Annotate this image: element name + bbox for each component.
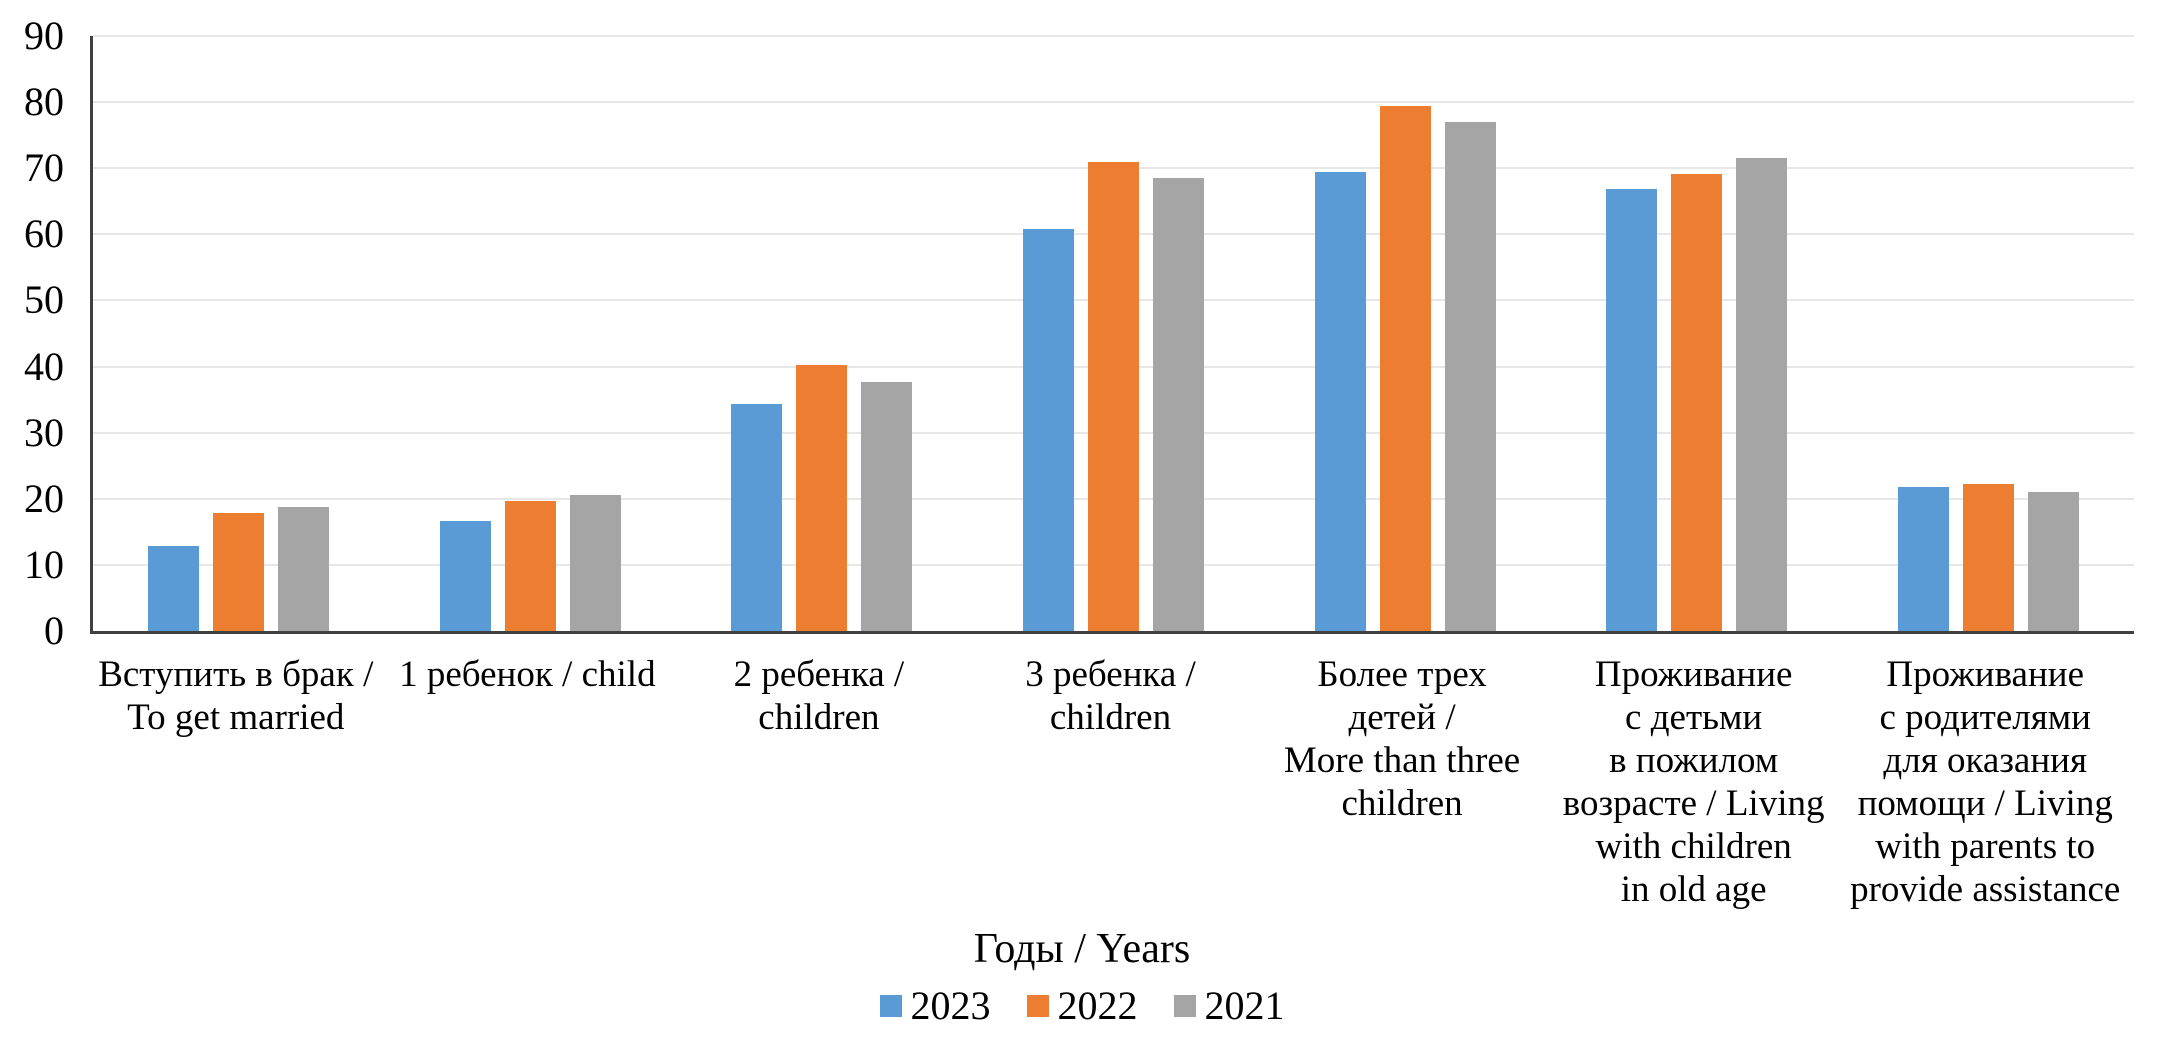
legend-swatch-icon — [1173, 994, 1196, 1017]
y-axis-tick-label: 90 — [24, 13, 64, 58]
bar-2023-group-1 — [148, 546, 200, 631]
bar-2021-group-5 — [1444, 121, 1496, 631]
bar-2022-group-5 — [1379, 106, 1431, 631]
bar-2022-group-6 — [1671, 173, 1723, 631]
bar-2023-group-5 — [1314, 171, 1366, 631]
bar-2023-group-3 — [731, 404, 783, 631]
x-axis-category-label: 3 ребенка / children — [1025, 654, 1196, 738]
bar-2022-group-2 — [504, 501, 556, 631]
bar-2021-group-4 — [1153, 178, 1204, 631]
gridline — [93, 101, 2134, 104]
x-axis-category-label: Проживание с детьми в пожилом возрасте /… — [1562, 654, 1825, 910]
legend-item-2021: 2021 — [1173, 982, 1285, 1029]
bar-2021-group-6 — [1736, 158, 1788, 631]
bar-2021-group-3 — [861, 382, 913, 631]
bar-2022-group-1 — [213, 513, 265, 631]
x-axis-category-label: Вступить в брак / To get married — [98, 654, 374, 738]
x-axis-category-label: 1 ребенок / child — [399, 654, 656, 695]
legend-item-label: 2021 — [1204, 983, 1285, 1028]
y-axis-tick-label: 50 — [24, 277, 64, 323]
plot-area — [90, 35, 2134, 634]
bar-2022-group-7 — [1962, 484, 2014, 631]
bar-2021-group-1 — [278, 507, 330, 631]
y-axis-tick-label: 60 — [24, 211, 64, 257]
y-axis-tick-label: 30 — [24, 409, 64, 455]
y-axis-tick-label: 20 — [24, 475, 64, 521]
y-axis-tick-label: 70 — [24, 145, 64, 191]
legend-item-label: 2022 — [1057, 983, 1138, 1028]
y-axis-tick-label: 80 — [24, 79, 64, 125]
bar-2021-group-7 — [2027, 491, 2079, 631]
legend-item-label: 2023 — [910, 983, 991, 1028]
bar-2023-group-2 — [439, 520, 491, 631]
bar-2023-group-6 — [1606, 189, 1658, 631]
x-axis-category-label: 2 ребенка / children — [733, 654, 905, 738]
bar-2022-group-4 — [1088, 161, 1139, 631]
gridline — [93, 35, 2134, 37]
legend-swatch-icon — [1026, 994, 1049, 1017]
x-axis-category-label: Проживание с родителями для оказания пом… — [1850, 654, 2121, 910]
legend-title: Годы / Years — [973, 926, 1191, 972]
bar-2021-group-2 — [569, 495, 621, 631]
bar-2022-group-3 — [796, 365, 848, 631]
y-axis-tick-label: 10 — [24, 541, 64, 587]
y-axis-tick-label: 0 — [44, 608, 64, 653]
legend-swatch-icon — [879, 994, 902, 1017]
bar-2023-group-7 — [1897, 486, 1949, 631]
legend: 2023 2022 2021 — [0, 982, 2164, 1029]
x-axis-category-label: Более трех детей / More than three child… — [1283, 654, 1521, 824]
bar-2023-group-4 — [1023, 229, 1074, 631]
y-axis-tick-label: 40 — [24, 343, 64, 389]
legend-item-2023: 2023 — [879, 982, 991, 1029]
legend-item-2022: 2022 — [1026, 982, 1138, 1029]
